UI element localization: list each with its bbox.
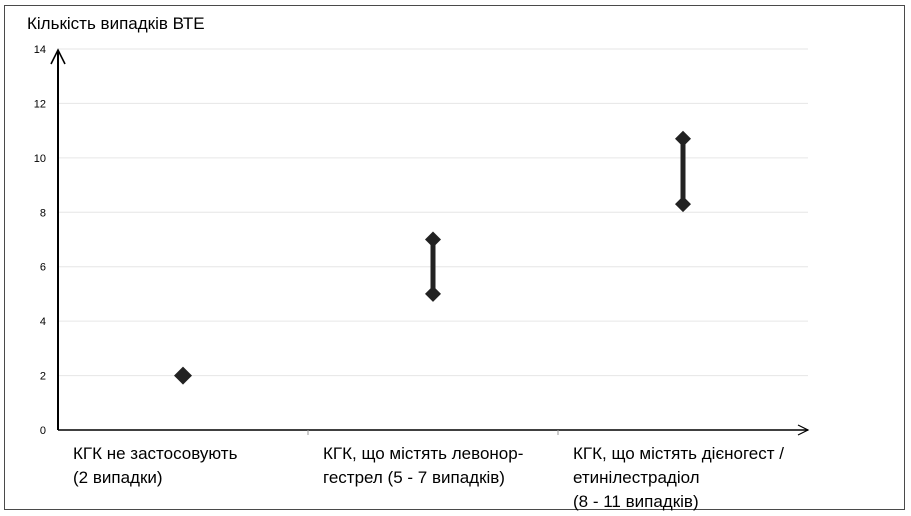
- chart-frame: [4, 5, 905, 510]
- x-category-label: гестрел (5 - 7 випадків): [323, 468, 505, 487]
- range-high-marker: [675, 130, 691, 147]
- y-tick-label: 2: [40, 371, 46, 383]
- x-category-label: КГК, що містять дієногест /: [573, 444, 784, 463]
- x-category-label: КГК, що містять левонор-: [323, 444, 523, 463]
- x-category-label: етинілестрадіол: [573, 468, 700, 487]
- x-category-label: (2 випадки): [73, 468, 163, 487]
- range-high-marker: [425, 231, 441, 248]
- range-low-marker: [675, 196, 691, 213]
- x-axis-arrow: [797, 424, 810, 436]
- y-tick-label: 6: [40, 262, 46, 274]
- range-low-marker: [425, 285, 441, 302]
- y-tick-label: 0: [40, 425, 46, 437]
- y-tick-label: 8: [40, 207, 46, 219]
- point-marker: [174, 366, 192, 385]
- y-tick-label: 4: [40, 316, 46, 328]
- y-axis-arrow: [50, 48, 66, 65]
- x-category-label: КГК не застосовують: [73, 444, 238, 463]
- x-category-label: (8 - 11 випадків): [573, 492, 699, 511]
- y-axis-label: Кількість випадків ВТЕ: [27, 14, 205, 33]
- y-tick-label: 12: [34, 98, 46, 110]
- y-tick-label: 10: [34, 153, 46, 165]
- y-tick-label: 14: [34, 44, 46, 56]
